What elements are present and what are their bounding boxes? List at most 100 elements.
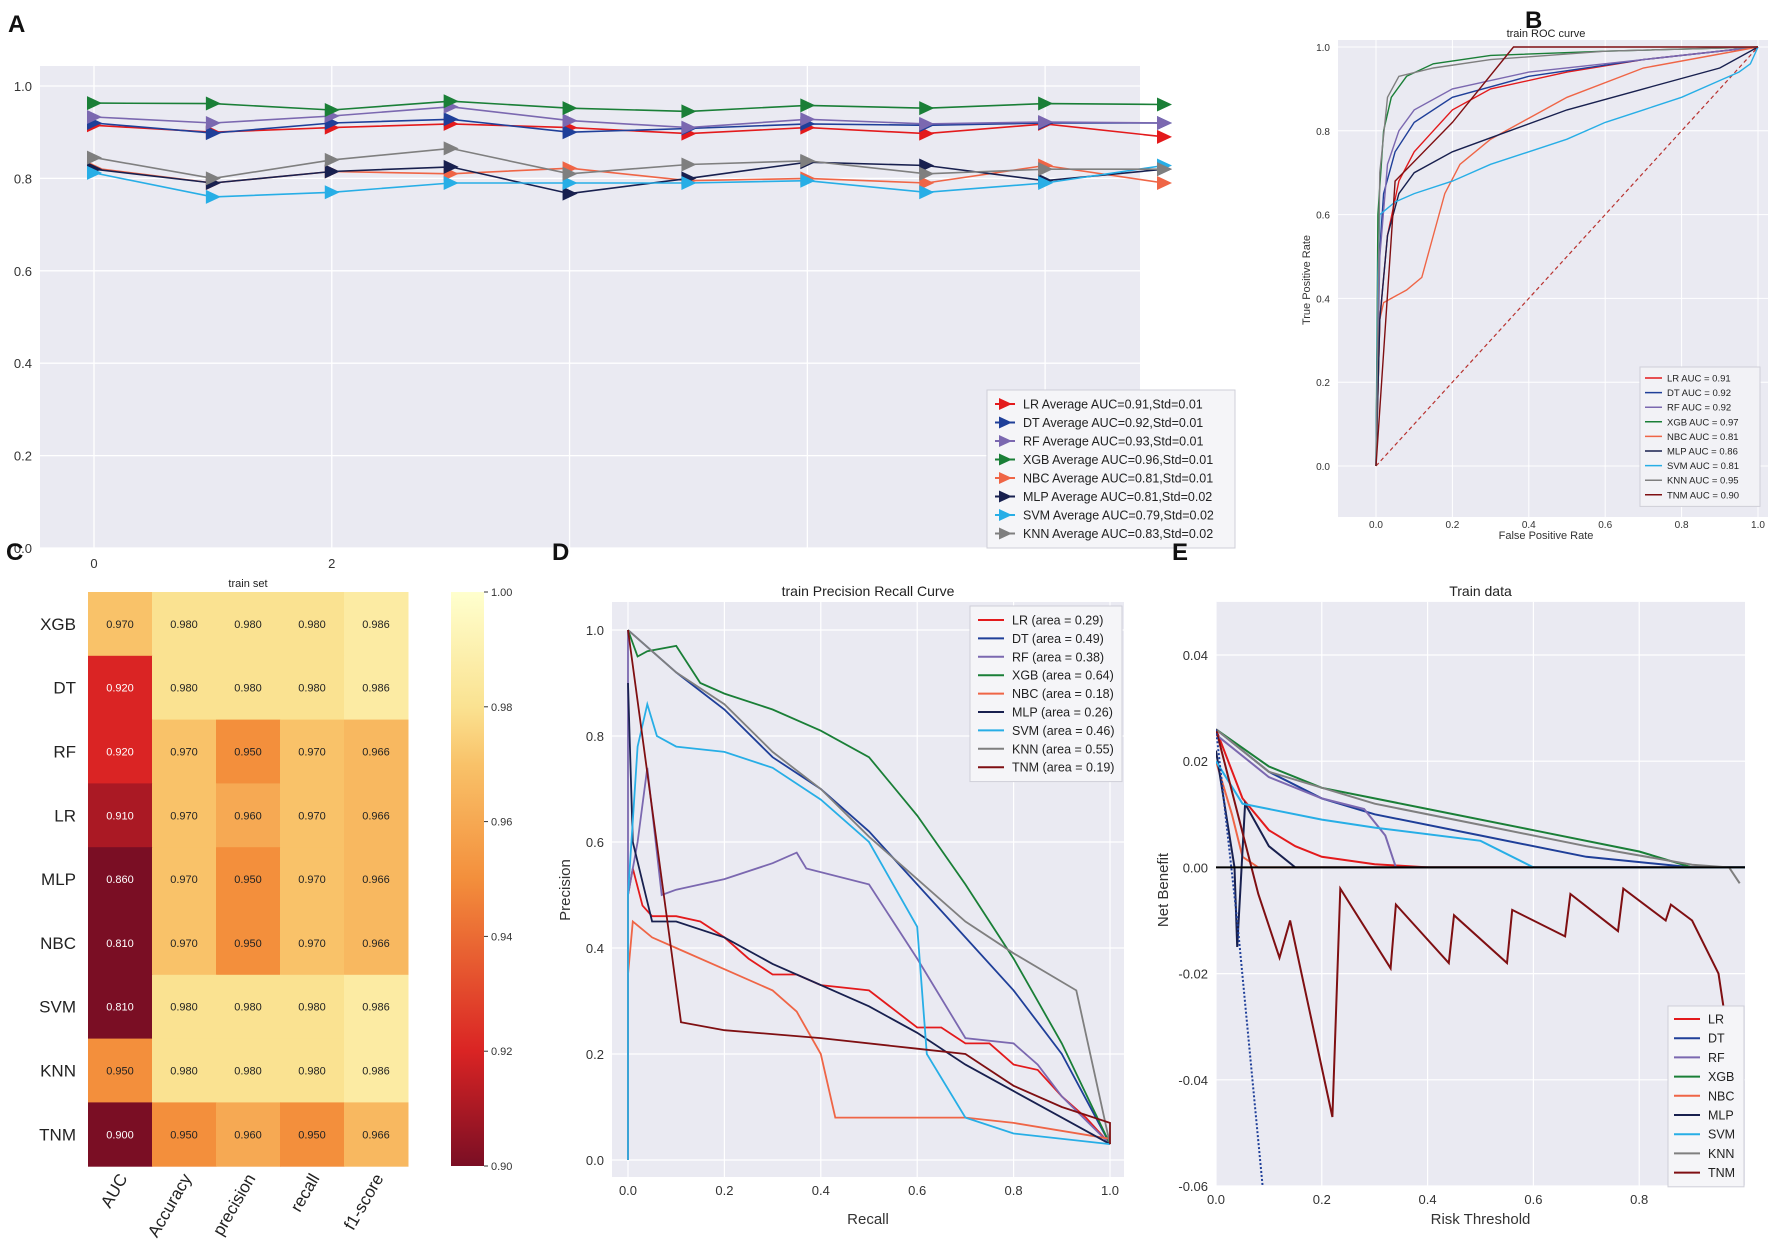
point-knn bbox=[919, 166, 935, 181]
plot-area-a bbox=[40, 66, 1140, 548]
heatmap-value: 0.970 bbox=[106, 619, 134, 631]
legend-label-b: NBC AUC = 0.81 bbox=[1667, 432, 1739, 443]
point-svm bbox=[324, 185, 340, 200]
panel-e: 0.0 0.2 0.4 0.6 0.8 -0.06 -0.04 -0.02 0.00 0.02 0.… bbox=[1155, 583, 1745, 1228]
column-label-c: Accuracy bbox=[144, 1170, 196, 1240]
column-label-c: precision bbox=[209, 1171, 259, 1239]
x-tick-label-d: 1.0 bbox=[1101, 1183, 1119, 1198]
y-tick-label-a: 0.4 bbox=[14, 356, 32, 371]
point-lr bbox=[1157, 129, 1172, 144]
point-knn bbox=[205, 171, 221, 186]
heatmap-value: 0.980 bbox=[234, 1066, 262, 1078]
heatmap-cell bbox=[280, 974, 345, 1040]
row-label-c: SVM bbox=[39, 998, 76, 1017]
heatmap-value: 0.950 bbox=[234, 874, 262, 886]
heatmap-value: 0.966 bbox=[362, 810, 390, 822]
legend-label-a: XGB Average AUC=0.96,Std=0.01 bbox=[1023, 453, 1213, 467]
point-xgb bbox=[87, 96, 102, 111]
roc-curve-nbc bbox=[1375, 46, 1759, 467]
legend-label-b: DT AUC = 0.92 bbox=[1667, 388, 1731, 399]
point-mlp bbox=[443, 159, 459, 174]
heatmap-value: 0.920 bbox=[106, 747, 134, 759]
legend-label-d: RF (area = 0.38) bbox=[1012, 650, 1104, 664]
x-tick-label-e: 0.2 bbox=[1313, 1192, 1331, 1207]
y-tick-label-b: 1.0 bbox=[1316, 43, 1330, 54]
dca-curve-xgb bbox=[1216, 728, 1745, 869]
legend-marker-a bbox=[999, 472, 1012, 484]
point-rf bbox=[1157, 115, 1172, 130]
x-axis-label-b: False Positive Rate bbox=[1499, 530, 1594, 542]
point-svm bbox=[919, 185, 935, 200]
x-tick-label-e: 0.0 bbox=[1207, 1192, 1225, 1207]
point-xgb bbox=[1157, 97, 1172, 112]
panel-label-a: A bbox=[8, 11, 25, 38]
heatmap-cell bbox=[344, 911, 409, 976]
roc-curve-mlp bbox=[1375, 46, 1759, 467]
legend-label-b: SVM AUC = 0.81 bbox=[1667, 461, 1739, 472]
heatmap-value: 0.910 bbox=[106, 810, 134, 822]
heatmap-cell bbox=[152, 911, 217, 976]
x-tick-label-d: 0.8 bbox=[1005, 1183, 1023, 1198]
heatmap-value: 0.966 bbox=[362, 1129, 390, 1141]
legend-label-b: XGB AUC = 0.97 bbox=[1667, 417, 1739, 428]
y-tick-label-e: -0.04 bbox=[1178, 1073, 1208, 1088]
point-svm bbox=[800, 173, 816, 188]
heatmap-cell bbox=[88, 847, 153, 912]
heatmap-value: 0.900 bbox=[106, 1129, 134, 1141]
row-label-c: XGB bbox=[40, 615, 76, 634]
legend-label-b: LR AUC = 0.91 bbox=[1667, 374, 1731, 385]
chart-title-b: train ROC curve bbox=[1507, 28, 1586, 40]
point-nbc bbox=[919, 176, 935, 191]
heatmap-cell bbox=[280, 1102, 345, 1167]
heatmap-value: 0.980 bbox=[298, 1066, 326, 1078]
panel-label-d: D bbox=[552, 539, 569, 566]
heatmap-cell bbox=[152, 1102, 217, 1167]
y-axis-label-d: Precision bbox=[557, 859, 574, 921]
heatmap-cell bbox=[216, 847, 281, 912]
heatmap-value: 0.966 bbox=[362, 938, 390, 950]
colorbar-tick-label: 0.98 bbox=[491, 702, 512, 714]
point-rf bbox=[681, 120, 697, 135]
heatmap-value: 0.980 bbox=[170, 1002, 198, 1014]
legend-label-d: LR (area = 0.29) bbox=[1012, 614, 1103, 628]
heatmap-value: 0.966 bbox=[362, 874, 390, 886]
x-tick-label-b: 0.8 bbox=[1675, 520, 1689, 531]
heatmap-value: 0.966 bbox=[362, 747, 390, 759]
x-tick-label-e: 0.4 bbox=[1419, 1192, 1437, 1207]
legend-label-d: XGB (area = 0.64) bbox=[1012, 669, 1114, 683]
column-label-c: AUC bbox=[97, 1171, 131, 1212]
series-line-knn bbox=[93, 147, 1164, 180]
heatmap-cell bbox=[88, 783, 153, 848]
heatmap-value: 0.860 bbox=[106, 874, 134, 886]
panel-label-c: C bbox=[6, 539, 23, 566]
y-tick-label-b: 0.4 bbox=[1316, 294, 1330, 305]
plot-area-e bbox=[1216, 601, 1745, 1186]
heatmap-value: 0.920 bbox=[106, 683, 134, 695]
point-knn bbox=[562, 166, 578, 181]
legend-label-e: KNN bbox=[1708, 1147, 1734, 1161]
point-rf bbox=[87, 109, 102, 124]
heatmap-value: 0.950 bbox=[106, 1066, 134, 1078]
heatmap-cell bbox=[280, 1038, 345, 1103]
panel-a: 0.0 0.2 0.4 0.6 0.8 1.0 0 2 LR Average AUC=0.91,… bbox=[14, 66, 1236, 571]
x-tick-label-a: 0 bbox=[90, 556, 97, 571]
legend-label-a: MLP Average AUC=0.81,Std=0.02 bbox=[1023, 490, 1212, 504]
pr-curve-mlp bbox=[627, 682, 1111, 1145]
chart-title-c: train set bbox=[228, 578, 267, 590]
heatmap-value: 0.986 bbox=[362, 1066, 390, 1078]
legend-label-a: DT Average AUC=0.92,Std=0.01 bbox=[1023, 416, 1203, 430]
heatmap-cell bbox=[152, 592, 217, 657]
point-dt bbox=[205, 126, 221, 141]
legend-label-d: DT (area = 0.49) bbox=[1012, 632, 1104, 646]
heatmap-value: 0.970 bbox=[298, 747, 326, 759]
legend-label-d: SVM (area = 0.46) bbox=[1012, 724, 1114, 738]
heatmap-cell bbox=[280, 655, 345, 721]
roc-curve-svm bbox=[1375, 46, 1759, 467]
point-rf bbox=[919, 116, 935, 131]
x-tick-label-e: 0.6 bbox=[1524, 1192, 1542, 1207]
legend-label-e: MLP bbox=[1708, 1109, 1734, 1123]
legend-label-e: TNM bbox=[1708, 1166, 1735, 1180]
roc-curve-tnm bbox=[1375, 46, 1758, 467]
legend-label-b: KNN AUC = 0.95 bbox=[1667, 476, 1739, 487]
